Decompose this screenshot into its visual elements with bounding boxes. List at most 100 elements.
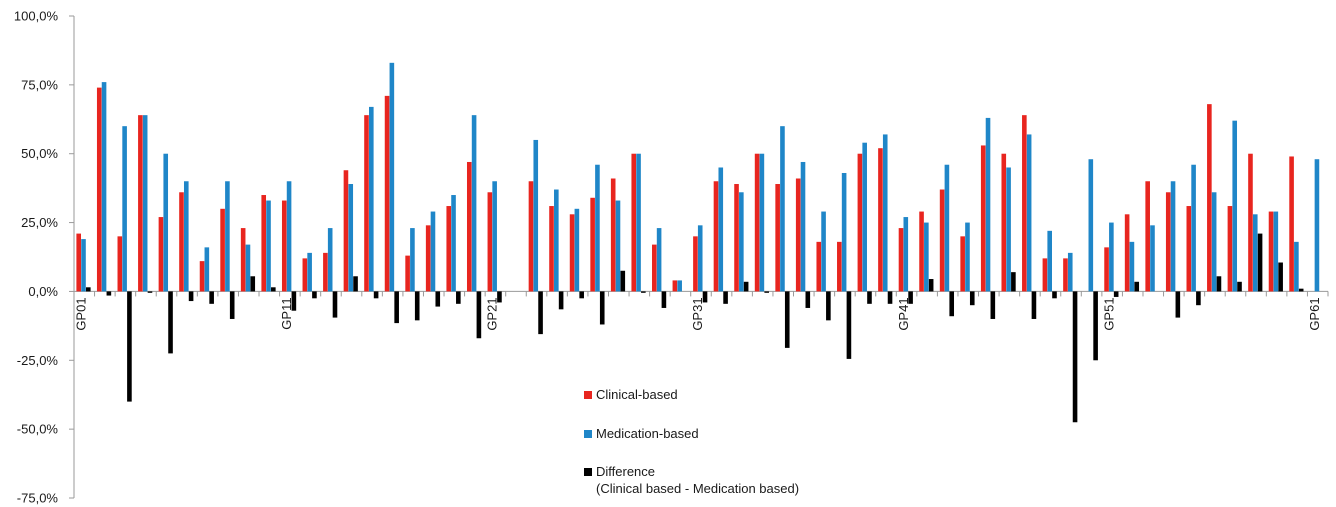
bar-medication-GP18 xyxy=(430,211,436,292)
legend-label: Clinical-based xyxy=(596,387,678,402)
bar-difference-GP35 xyxy=(784,291,790,348)
bar-medication-GP23 xyxy=(533,139,539,292)
y-tick-label: -75,0% xyxy=(17,491,59,506)
bar-clinical-GP36 xyxy=(795,178,801,292)
y-tick-label: 75,0% xyxy=(21,77,58,92)
bar-clinical-GP17 xyxy=(405,255,410,292)
bar-clinical-GP46 xyxy=(1001,153,1007,292)
bar-difference-GP12 xyxy=(312,291,317,299)
bar-clinical-GP12 xyxy=(302,258,308,292)
bar-medication-GP56 xyxy=(1211,192,1217,292)
bar-clinical-GP13 xyxy=(323,252,328,292)
bar-medication-GP50 xyxy=(1088,159,1094,292)
bar-clinical-GP09 xyxy=(240,228,246,292)
bar-difference-GP32 xyxy=(723,291,728,304)
bar-clinical-GP31 xyxy=(693,236,698,292)
bar-medication-GP53 xyxy=(1150,225,1155,292)
bar-difference-GP13 xyxy=(332,291,338,318)
bar-difference-GP40 xyxy=(887,291,893,304)
bar-medication-GP32 xyxy=(718,167,724,292)
bar-difference-GP31 xyxy=(702,291,708,303)
bar-clinical-GP60 xyxy=(1289,156,1294,292)
bar-medication-GP46 xyxy=(1006,167,1011,292)
bar-clinical-GP52 xyxy=(1124,214,1130,292)
x-category-label: GP21 xyxy=(485,297,500,330)
bar-clinical-GP23 xyxy=(528,181,534,292)
bar-medication-GP43 xyxy=(944,164,950,292)
bar-difference-GP41 xyxy=(908,291,913,304)
bar-difference-GP16 xyxy=(394,291,399,324)
bar-difference-GP27 xyxy=(620,270,626,292)
bar-difference-GP25 xyxy=(579,291,584,299)
bar-medication-GP14 xyxy=(348,184,354,292)
bar-clinical-GP42 xyxy=(919,211,924,292)
bar-difference-GP45 xyxy=(990,291,996,319)
bar-difference-GP55 xyxy=(1196,291,1201,306)
bar-medication-GP36 xyxy=(800,161,806,292)
bar-difference-GP36 xyxy=(805,291,811,308)
bar-clinical-GP51 xyxy=(1104,247,1109,292)
bar-difference-GP17 xyxy=(414,291,420,321)
bars-group xyxy=(76,62,1320,423)
bar-medication-GP48 xyxy=(1047,230,1052,292)
bar-clinical-GP39 xyxy=(857,153,863,292)
bar-clinical-GP33 xyxy=(734,184,739,292)
bar-medication-GP38 xyxy=(841,172,847,292)
bar-difference-GP02 xyxy=(106,291,112,296)
bar-medication-GP19 xyxy=(451,195,456,292)
bar-medication-GP34 xyxy=(759,153,765,292)
y-tick-label: 50,0% xyxy=(21,146,58,161)
bar-medication-GP39 xyxy=(862,142,867,292)
x-category-label: GP61 xyxy=(1307,297,1322,330)
legend-label-subtitle: (Clinical based - Medication based) xyxy=(596,481,799,496)
x-category-label: GP11 xyxy=(279,297,294,329)
bar-medication-GP08 xyxy=(225,181,230,292)
bar-medication-GP49 xyxy=(1067,252,1073,292)
bar-difference-GP58 xyxy=(1257,233,1263,292)
bar-medication-GP44 xyxy=(965,222,970,292)
bar-clinical-GP35 xyxy=(775,184,780,292)
bar-clinical-GP20 xyxy=(466,161,472,292)
bar-clinical-GP59 xyxy=(1268,211,1274,292)
bar-clinical-GP53 xyxy=(1145,181,1150,292)
bar-clinical-GP19 xyxy=(446,206,452,292)
bar-difference-GP50 xyxy=(1093,291,1098,361)
bar-medication-GP54 xyxy=(1170,181,1176,292)
bar-clinical-GP34 xyxy=(754,153,760,292)
bar-difference-GP43 xyxy=(949,291,955,317)
bar-difference-GP37 xyxy=(826,291,831,321)
y-tick-label: 0,0% xyxy=(28,284,58,299)
bar-difference-GP24 xyxy=(558,291,564,310)
bar-medication-GP33 xyxy=(739,192,744,292)
bar-medication-GP06 xyxy=(183,181,189,292)
bar-medication-GP04 xyxy=(142,115,148,292)
bar-medication-GP41 xyxy=(903,217,909,292)
bar-clinical-GP11 xyxy=(281,200,287,292)
bar-difference-GP26 xyxy=(599,291,605,325)
bar-difference-GP38 xyxy=(846,291,852,359)
bar-clinical-GP43 xyxy=(939,189,945,292)
bar-difference-GP39 xyxy=(867,291,872,304)
bar-difference-GP23 xyxy=(538,291,543,335)
x-category-label: GP51 xyxy=(1101,297,1116,330)
legend-swatch xyxy=(584,391,592,399)
x-category-label: GP31 xyxy=(690,297,705,330)
bar-clinical-GP38 xyxy=(837,241,842,292)
bar-medication-GP30 xyxy=(677,280,682,292)
bar-difference-GP20 xyxy=(476,291,482,339)
bar-clinical-GP02 xyxy=(96,87,102,292)
bar-difference-GP60 xyxy=(1298,288,1304,292)
bar-medication-GP15 xyxy=(369,106,374,292)
y-tick-label: 25,0% xyxy=(21,215,58,230)
y-tick-label: -25,0% xyxy=(17,353,59,368)
bar-medication-GP35 xyxy=(780,126,785,292)
bar-clinical-GP54 xyxy=(1165,192,1171,292)
bar-medication-GP02 xyxy=(101,82,107,292)
bar-difference-GP07 xyxy=(209,291,214,304)
x-category-label: GP41 xyxy=(896,297,911,330)
bar-medication-GP45 xyxy=(985,117,991,292)
bar-medication-GP58 xyxy=(1252,214,1258,292)
bar-difference-GP05 xyxy=(168,291,173,354)
bar-clinical-GP57 xyxy=(1227,206,1233,292)
